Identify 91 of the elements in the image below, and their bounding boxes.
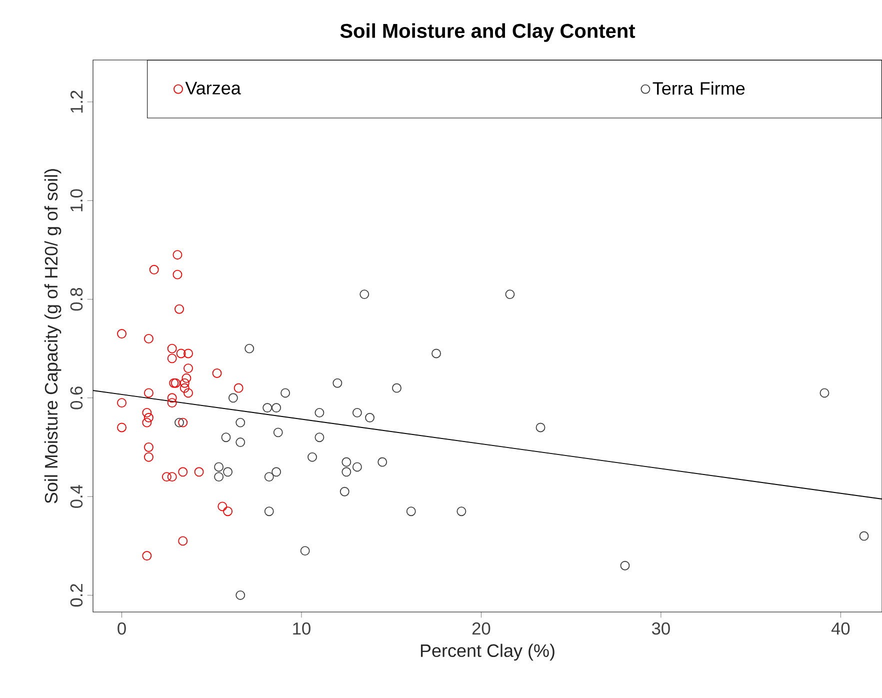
point	[221, 432, 231, 442]
point	[536, 422, 546, 432]
point	[214, 462, 224, 472]
y-tick-label: 1.0	[70, 189, 83, 212]
point	[314, 408, 324, 418]
point	[117, 398, 126, 408]
point	[167, 344, 177, 354]
point	[144, 442, 154, 452]
point	[144, 412, 154, 422]
x-tick-label: 20	[472, 622, 490, 635]
point	[149, 264, 159, 274]
point	[172, 270, 182, 280]
x-tick-label: 40	[831, 622, 850, 635]
point	[272, 403, 282, 412]
point	[406, 506, 416, 516]
point	[308, 452, 318, 462]
y-tick-label: 0.8	[70, 288, 83, 311]
point	[167, 398, 177, 408]
x-tick-label: 0	[118, 622, 126, 635]
point	[352, 408, 362, 418]
point	[505, 290, 515, 300]
point	[300, 546, 310, 556]
point	[218, 502, 228, 512]
point	[223, 506, 233, 516]
point	[264, 506, 274, 516]
point	[820, 388, 830, 398]
point	[236, 418, 246, 428]
point	[234, 383, 244, 393]
point	[167, 354, 177, 364]
legend-label: Terra Firme	[652, 82, 745, 95]
legend-label: Varzea	[185, 82, 241, 94]
point	[314, 432, 324, 442]
point	[340, 486, 350, 496]
y-tick-label: 0.4	[70, 485, 83, 508]
point	[184, 388, 193, 398]
point	[167, 393, 177, 403]
point	[360, 290, 370, 300]
y-tick-label: 0.2	[70, 584, 83, 607]
point	[172, 250, 182, 260]
point	[142, 408, 152, 418]
y-tick-label: 1.2	[70, 90, 83, 113]
point	[180, 383, 190, 393]
point	[228, 393, 238, 403]
point	[117, 329, 126, 339]
point	[144, 388, 154, 398]
point	[236, 590, 246, 600]
point	[365, 412, 375, 422]
point	[280, 388, 290, 398]
x-tick-label: 30	[652, 622, 670, 635]
point	[223, 467, 233, 477]
point	[144, 334, 154, 344]
point	[620, 560, 630, 570]
point	[432, 348, 442, 358]
point	[142, 418, 152, 428]
point	[859, 531, 869, 541]
point	[352, 462, 362, 472]
point	[182, 373, 192, 383]
point	[176, 348, 186, 358]
chart-title: Soil Moisture and Clay Content	[340, 23, 636, 42]
point	[273, 428, 283, 438]
point	[167, 472, 177, 482]
point	[117, 422, 126, 432]
point	[174, 304, 184, 314]
point	[142, 551, 152, 560]
point	[212, 368, 222, 378]
point	[178, 467, 188, 477]
point	[262, 403, 272, 412]
point	[180, 378, 190, 388]
point	[184, 348, 193, 358]
point	[272, 467, 282, 477]
x-tick-label: 10	[293, 622, 310, 635]
point	[378, 457, 388, 467]
point	[184, 364, 193, 374]
point	[456, 506, 466, 516]
point	[332, 378, 342, 388]
point	[178, 418, 188, 428]
point	[174, 418, 184, 428]
y-tick-label: 0.6	[70, 386, 83, 410]
point	[264, 472, 274, 482]
point	[178, 536, 188, 546]
point	[162, 472, 172, 482]
point	[236, 438, 246, 448]
point	[342, 457, 352, 467]
point	[392, 383, 402, 393]
point	[144, 452, 154, 462]
x-axis-title: Percent Clay (%)	[420, 644, 554, 661]
y-axis-title: Soil Moisture Capacity (g of H20/ g of soil)	[44, 169, 62, 504]
point	[244, 344, 254, 354]
point	[194, 467, 204, 477]
point	[342, 467, 352, 477]
point	[214, 472, 224, 482]
